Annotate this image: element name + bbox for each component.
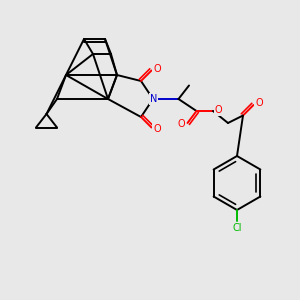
- Text: O: O: [255, 98, 263, 109]
- Text: O: O: [153, 64, 161, 74]
- Text: O: O: [214, 105, 222, 115]
- Text: Cl: Cl: [232, 223, 242, 233]
- Text: O: O: [178, 118, 185, 129]
- Text: O: O: [153, 124, 161, 134]
- Text: N: N: [150, 94, 158, 104]
